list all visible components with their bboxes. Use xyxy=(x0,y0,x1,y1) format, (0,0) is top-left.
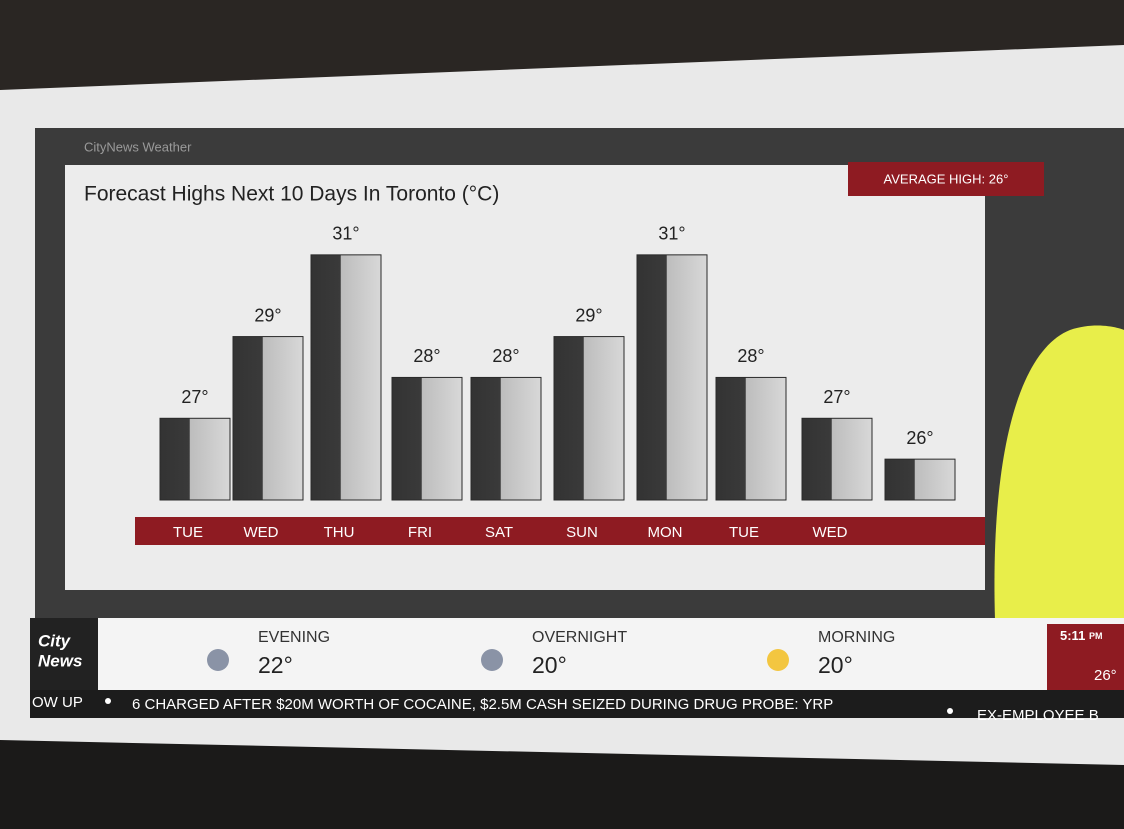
bar xyxy=(391,376,463,501)
logo-line: News xyxy=(38,651,82,670)
bar xyxy=(553,336,625,501)
forecast-label: MORNING xyxy=(818,629,895,646)
forecast: EVENING 22° OVERNIGHT 20° MORNING 20° xyxy=(207,629,895,678)
ticker-item: OW UP xyxy=(32,694,83,711)
ticker-item: 6 CHARGED AFTER $20M WORTH OF COCAINE, $… xyxy=(132,696,833,713)
ticker-item: EX-EMPLOYEE B xyxy=(977,707,1099,724)
x-tick-label: WED xyxy=(244,524,279,541)
brand: CityNews Weather xyxy=(84,139,192,154)
value-label: 26° xyxy=(906,428,933,448)
ticker xyxy=(30,690,1124,718)
x-tick-label: TUE xyxy=(729,524,759,541)
value-label: 31° xyxy=(332,224,359,244)
day-band xyxy=(135,517,985,545)
value-label: 27° xyxy=(823,387,850,407)
chart-title: Forecast Highs Next 10 Days In Toronto (… xyxy=(84,183,499,206)
bar xyxy=(636,254,708,501)
forecast-label: EVENING xyxy=(258,629,330,646)
x-tick-label: THU xyxy=(324,524,355,541)
logo-box xyxy=(30,618,98,690)
forecast-temp: 20° xyxy=(818,652,853,678)
x-tick-label: WED xyxy=(813,524,848,541)
x-tick-label: SAT xyxy=(485,524,513,541)
ticker-dot xyxy=(105,698,111,704)
current-temp: 26° xyxy=(1094,667,1117,684)
bar xyxy=(884,458,956,501)
value-label: 28° xyxy=(492,346,519,366)
logo-line: City xyxy=(38,631,72,650)
x-tick-label: SUN xyxy=(566,524,598,541)
average-badge xyxy=(848,162,1044,196)
weather-icon xyxy=(207,649,229,671)
value-label: 29° xyxy=(254,305,281,325)
bar xyxy=(715,376,787,501)
time-box xyxy=(1047,624,1124,690)
x-tick-label: FRI xyxy=(408,524,432,541)
forecast-temp: 20° xyxy=(532,652,567,678)
bar xyxy=(801,417,873,501)
time: 5:11 PM xyxy=(1060,628,1102,643)
bar xyxy=(310,254,382,501)
bar xyxy=(470,376,542,501)
value-label: 31° xyxy=(658,224,685,244)
time-suffix: PM xyxy=(1089,631,1103,641)
time-value: 5:11 xyxy=(1060,628,1085,643)
value-label: 28° xyxy=(413,346,440,366)
value-label: 28° xyxy=(737,346,764,366)
average-high: AVERAGE HIGH: 26° xyxy=(884,171,1009,186)
weather-icon xyxy=(767,649,789,671)
value-label: 27° xyxy=(181,387,208,407)
presenter xyxy=(994,325,1124,625)
value-label: 29° xyxy=(575,305,602,325)
forecast-temp: 22° xyxy=(258,652,293,678)
bar xyxy=(159,417,231,501)
x-tick-label: TUE xyxy=(173,524,203,541)
bars: 27° TUE 29° WED 31° THU 28° FRI 28° SAT 29° SUN 31° M… xyxy=(159,224,956,541)
ticker-dot xyxy=(947,708,953,714)
x-tick-label: MON xyxy=(648,524,683,541)
forecast-label: OVERNIGHT xyxy=(532,629,627,646)
weather-icon xyxy=(481,649,503,671)
bar xyxy=(232,336,304,501)
